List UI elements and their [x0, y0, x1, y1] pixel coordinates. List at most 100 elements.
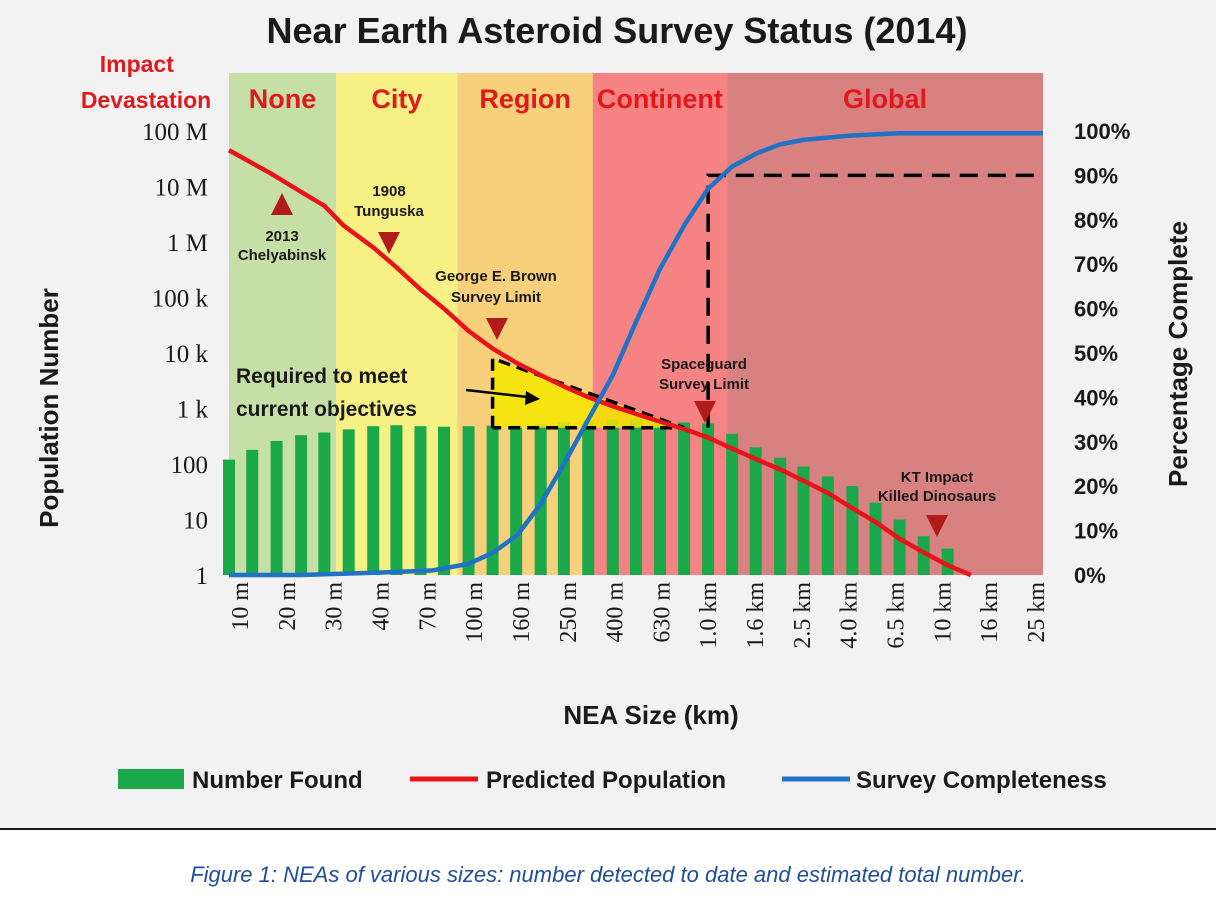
bar-number-found [774, 457, 787, 575]
x-tick-label: 1.0 km [696, 582, 722, 649]
spaceguard-target-line [706, 173, 1043, 428]
bar-number-found [606, 419, 619, 575]
bar-number-found [654, 420, 667, 575]
marker-kt-impact [926, 515, 948, 537]
event-markers [271, 193, 948, 537]
bar-number-found [367, 426, 380, 575]
x-tick-label: 25 km [1024, 582, 1050, 643]
y2-tick-label: 100% [1074, 119, 1130, 144]
y2-tick-label: 40% [1074, 385, 1118, 410]
bar-number-found [797, 466, 810, 575]
x-tick-label: 30 m [322, 582, 348, 631]
x-tick-label: 100 m [462, 582, 488, 643]
zone-label-region: Region [479, 84, 571, 114]
marker-spaceguard [694, 401, 716, 423]
x-tick-label: 70 m [415, 582, 441, 631]
legend: Number Found Predicted Population Survey C… [118, 767, 1107, 794]
x-tick-label: 1.6 km [743, 582, 769, 649]
x-tick-label: 2.5 km [790, 582, 816, 649]
bar-number-found [438, 426, 451, 575]
y2-tick-label: 0% [1074, 563, 1106, 588]
zone-band-region [457, 73, 593, 575]
annotation-kt-impact: KT Impact Killed Dinosaurs [878, 469, 996, 505]
zone-label-city: City [371, 84, 422, 114]
y-tick-label: 100 M [142, 119, 208, 146]
y-axis-label: Population Number [34, 288, 64, 528]
bar-number-found [486, 425, 499, 575]
annotation-spaceguard: Spaceguard Survey Limit [659, 356, 749, 393]
bar-number-found [390, 425, 403, 575]
annotation-chelyabinsk: 2013 Chelyabinsk [238, 228, 327, 264]
y-tick-label: 1 M [167, 230, 208, 257]
chart: Near Earth Asteroid Survey Status (2014)… [34, 10, 1193, 794]
bar-number-found [342, 429, 355, 575]
x-tick-label: 4.0 km [837, 582, 863, 649]
y2-tick-label: 50% [1074, 341, 1118, 366]
x-axis-label: NEA Size (km) [563, 700, 738, 730]
chart-title: Near Earth Asteroid Survey Status (2014) [267, 10, 968, 51]
bar-number-found [630, 419, 642, 575]
y2-tick-label: 10% [1074, 519, 1118, 544]
x-tick-label: 40 m [368, 582, 394, 631]
y-tick-label: 100 [171, 452, 209, 479]
legend-label-predicted-population: Predicted Population [486, 767, 726, 794]
y2-tick-label: 20% [1074, 474, 1118, 499]
zone-label-global: Global [843, 84, 927, 114]
zone-label-continent: Continent [597, 84, 723, 114]
zone-label-none: None [249, 84, 317, 114]
annotation-tunguska: 1908 Tunguska [354, 183, 424, 220]
legend-swatch-number-found [118, 769, 184, 789]
bar-number-found [702, 423, 715, 575]
bar-number-found [893, 519, 906, 575]
y2-tick-label: 90% [1074, 163, 1118, 188]
y-tick-label: 1 k [177, 397, 209, 424]
bar-number-found [749, 447, 762, 575]
marker-tunguska [378, 232, 400, 254]
x-tick-label: 160 m [509, 582, 535, 643]
y-tick-label: 10 M [155, 175, 208, 202]
line-predicted-population [227, 148, 972, 578]
bar-number-found [510, 425, 523, 575]
marker-chelyabinsk [271, 193, 293, 215]
x-tick-label: 630 m [649, 582, 675, 643]
right-axis-ticks: 0% 10% 20% 30% 40% 50% 60% 70% 80% 90% 100% [1074, 119, 1130, 588]
bar-number-found [582, 420, 595, 575]
y-tick-label: 1 [196, 563, 209, 590]
bar-number-found [678, 422, 691, 575]
bar-number-found [557, 422, 570, 575]
x-tick-label: 16 km [977, 582, 1003, 643]
x-tick-label: 250 m [556, 582, 582, 643]
left-axis-ticks: 1 10 100 1 k 10 k 100 k 1 M 10 M 100 M [142, 119, 208, 590]
bar-number-found [414, 426, 427, 575]
x-axis-ticks: 10 m 20 m 30 m 40 m 70 m 100 m 160 m 250 m 400 m… [228, 582, 1050, 649]
y-tick-label: 10 [183, 508, 208, 535]
annotation-required: Required to meet current objectives [236, 365, 540, 421]
bar-number-found [270, 440, 283, 575]
required-dashed-outline [490, 355, 685, 430]
x-tick-label: 400 m [603, 582, 629, 643]
marker-george-brown [486, 318, 508, 340]
legend-label-number-found: Number Found [192, 767, 363, 794]
impact-devastation-label: Impact Devastation [81, 51, 211, 113]
figure-caption: Figure 1: NEAs of various sizes: number … [190, 862, 1026, 887]
y2-tick-label: 60% [1074, 297, 1118, 322]
bar-number-found [821, 476, 834, 575]
bar-number-found [246, 449, 259, 575]
legend-label-survey-completeness: Survey Completeness [856, 767, 1107, 794]
annotation-george-brown: George E. Brown Survey Limit [435, 268, 557, 306]
required-region [490, 355, 685, 430]
y2-tick-label: 30% [1074, 430, 1118, 455]
target-lines [706, 173, 1043, 428]
y2-axis-label: Percentage Complete [1163, 221, 1193, 487]
bar-number-found [917, 536, 930, 575]
x-tick-label: 6.5 km [884, 582, 910, 649]
bar-number-found [295, 435, 308, 575]
series-lines [227, 130, 1043, 578]
x-tick-label: 10 km [930, 582, 956, 643]
